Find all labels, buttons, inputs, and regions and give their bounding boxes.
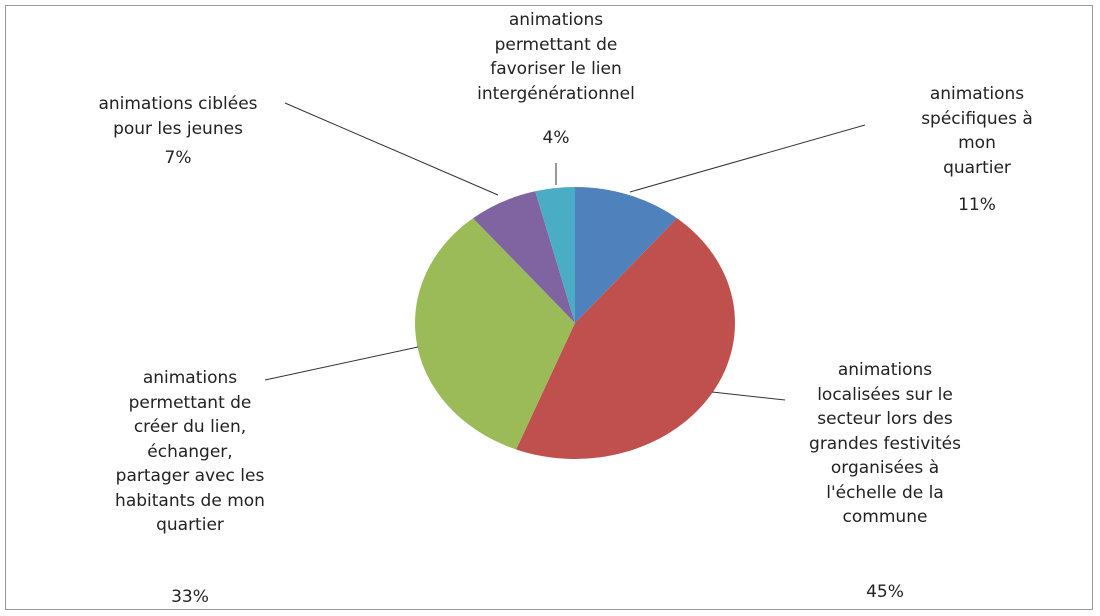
slice-value-label: 11% xyxy=(958,195,996,215)
leader-line xyxy=(264,346,419,381)
leader-line xyxy=(284,102,499,196)
slice-value-label: 33% xyxy=(171,587,209,607)
leader-line xyxy=(629,124,866,193)
pie-slice xyxy=(415,218,575,450)
leader-line xyxy=(711,391,786,401)
pie-slice xyxy=(473,191,575,323)
slice-label: animations permettant de favoriser le li… xyxy=(477,10,635,104)
slice-label: animations spécifiques à mon quartier xyxy=(921,84,1033,178)
slice-value-label: 7% xyxy=(164,148,192,168)
slice-value-label: 45% xyxy=(866,582,904,602)
slice-label: animations permettant de créer du lien, … xyxy=(115,368,265,535)
slice-label: animations ciblées pour les jeunes xyxy=(98,94,258,139)
slice-value-label: 4% xyxy=(542,128,570,148)
pie-slice xyxy=(575,187,677,323)
pie-slice xyxy=(516,218,735,459)
pie-slice xyxy=(535,187,575,323)
slice-label: animations localisées sur le secteur lor… xyxy=(809,360,961,527)
